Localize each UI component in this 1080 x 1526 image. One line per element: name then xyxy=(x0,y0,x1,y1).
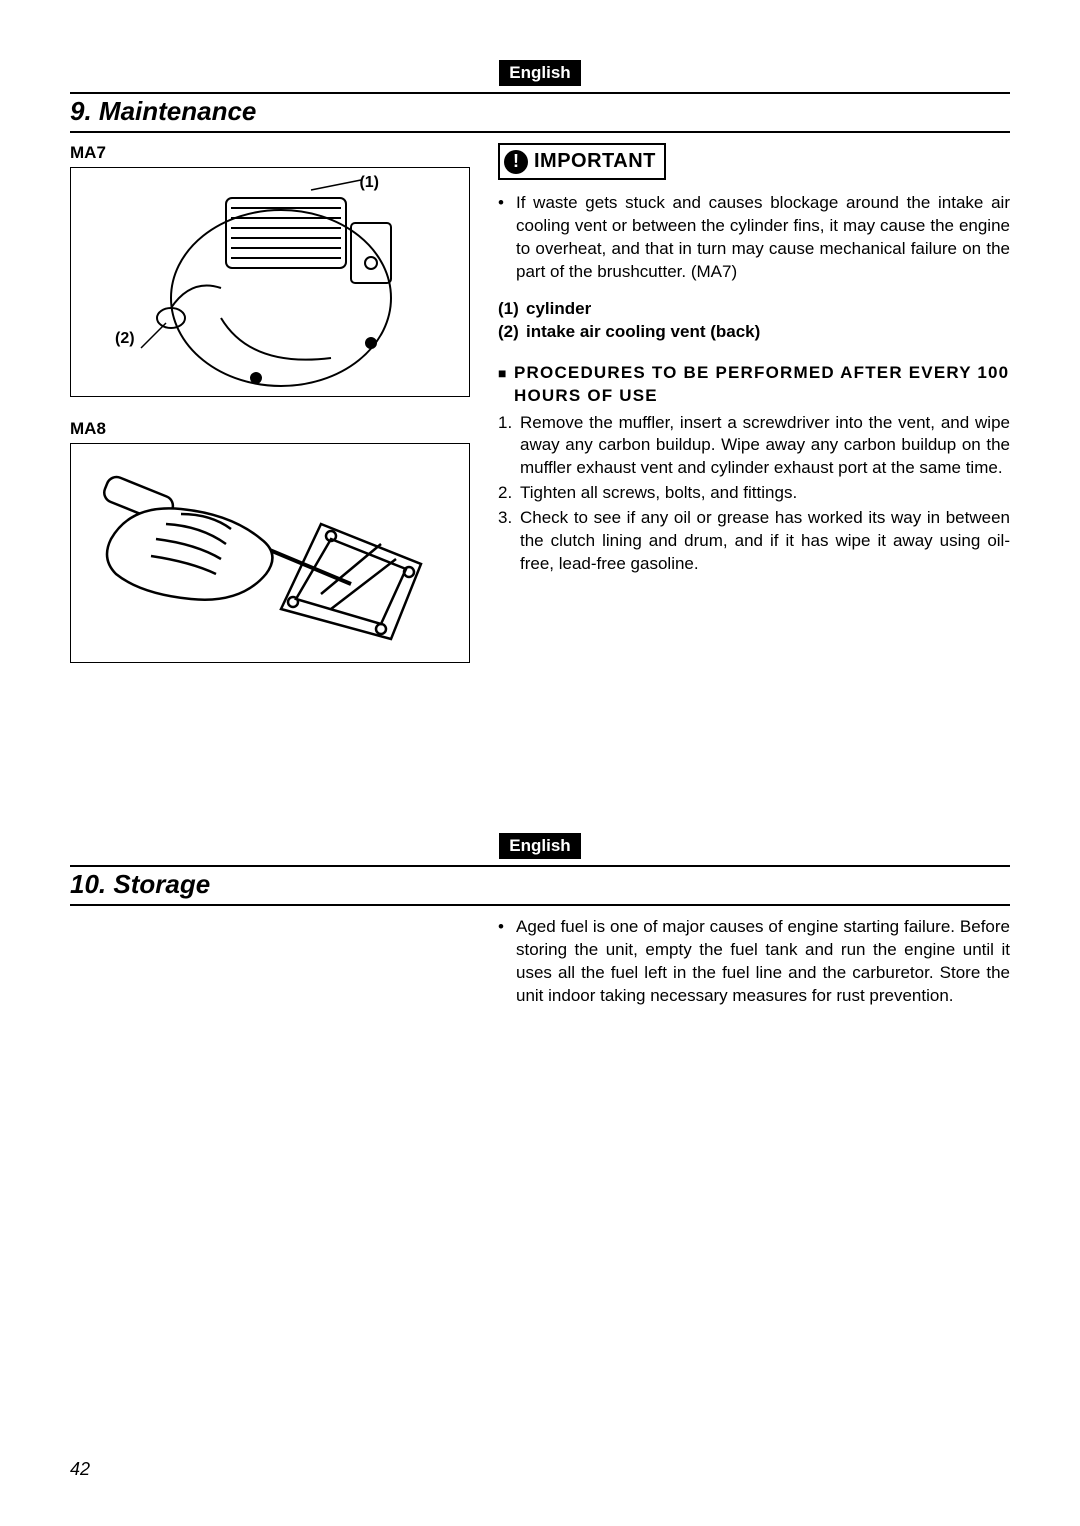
storage-body: • Aged fuel is one of major causes of en… xyxy=(498,916,1010,1008)
figure-ma7-callout-2: (2) xyxy=(115,330,135,348)
figure-ma7-label: MA7 xyxy=(70,143,106,163)
figure-ma7: (1) (2) xyxy=(70,167,470,397)
hand-screwdriver-icon xyxy=(71,444,471,664)
section-9-title: 9. Maintenance xyxy=(70,92,1010,133)
important-label: IMPORTANT xyxy=(534,148,656,175)
section-10-title: 10. Storage xyxy=(70,865,1010,906)
figure-ma8 xyxy=(70,443,470,663)
important-icon: ! xyxy=(504,150,528,174)
procedure-step-3: 3.Check to see if any oil or grease has … xyxy=(498,507,1010,576)
page-number: 42 xyxy=(70,1459,90,1480)
figure-ma7-callout-1: (1) xyxy=(359,174,379,192)
important-body: • If waste gets stuck and causes blockag… xyxy=(498,192,1010,284)
language-badge: English xyxy=(499,60,580,86)
procedure-step-2: 2.Tighten all screws, bolts, and fitting… xyxy=(498,482,1010,505)
text-column: ! IMPORTANT • If waste gets stuck and ca… xyxy=(498,143,1010,663)
language-badge-2: English xyxy=(499,833,580,859)
procedures-heading: PROCEDURES TO BE PERFORMED AFTER EVERY 1… xyxy=(498,362,1010,408)
figures-column: MA7 (1) (2) xyxy=(70,143,470,663)
parts-legend: (1)cylinder (2)intake air cooling vent (… xyxy=(498,298,1010,344)
procedure-step-1: 1.Remove the muffler, insert a screwdriv… xyxy=(498,412,1010,481)
figure-ma8-label: MA8 xyxy=(70,419,470,439)
engine-diagram-icon xyxy=(71,168,471,398)
important-box: ! IMPORTANT xyxy=(498,143,666,180)
